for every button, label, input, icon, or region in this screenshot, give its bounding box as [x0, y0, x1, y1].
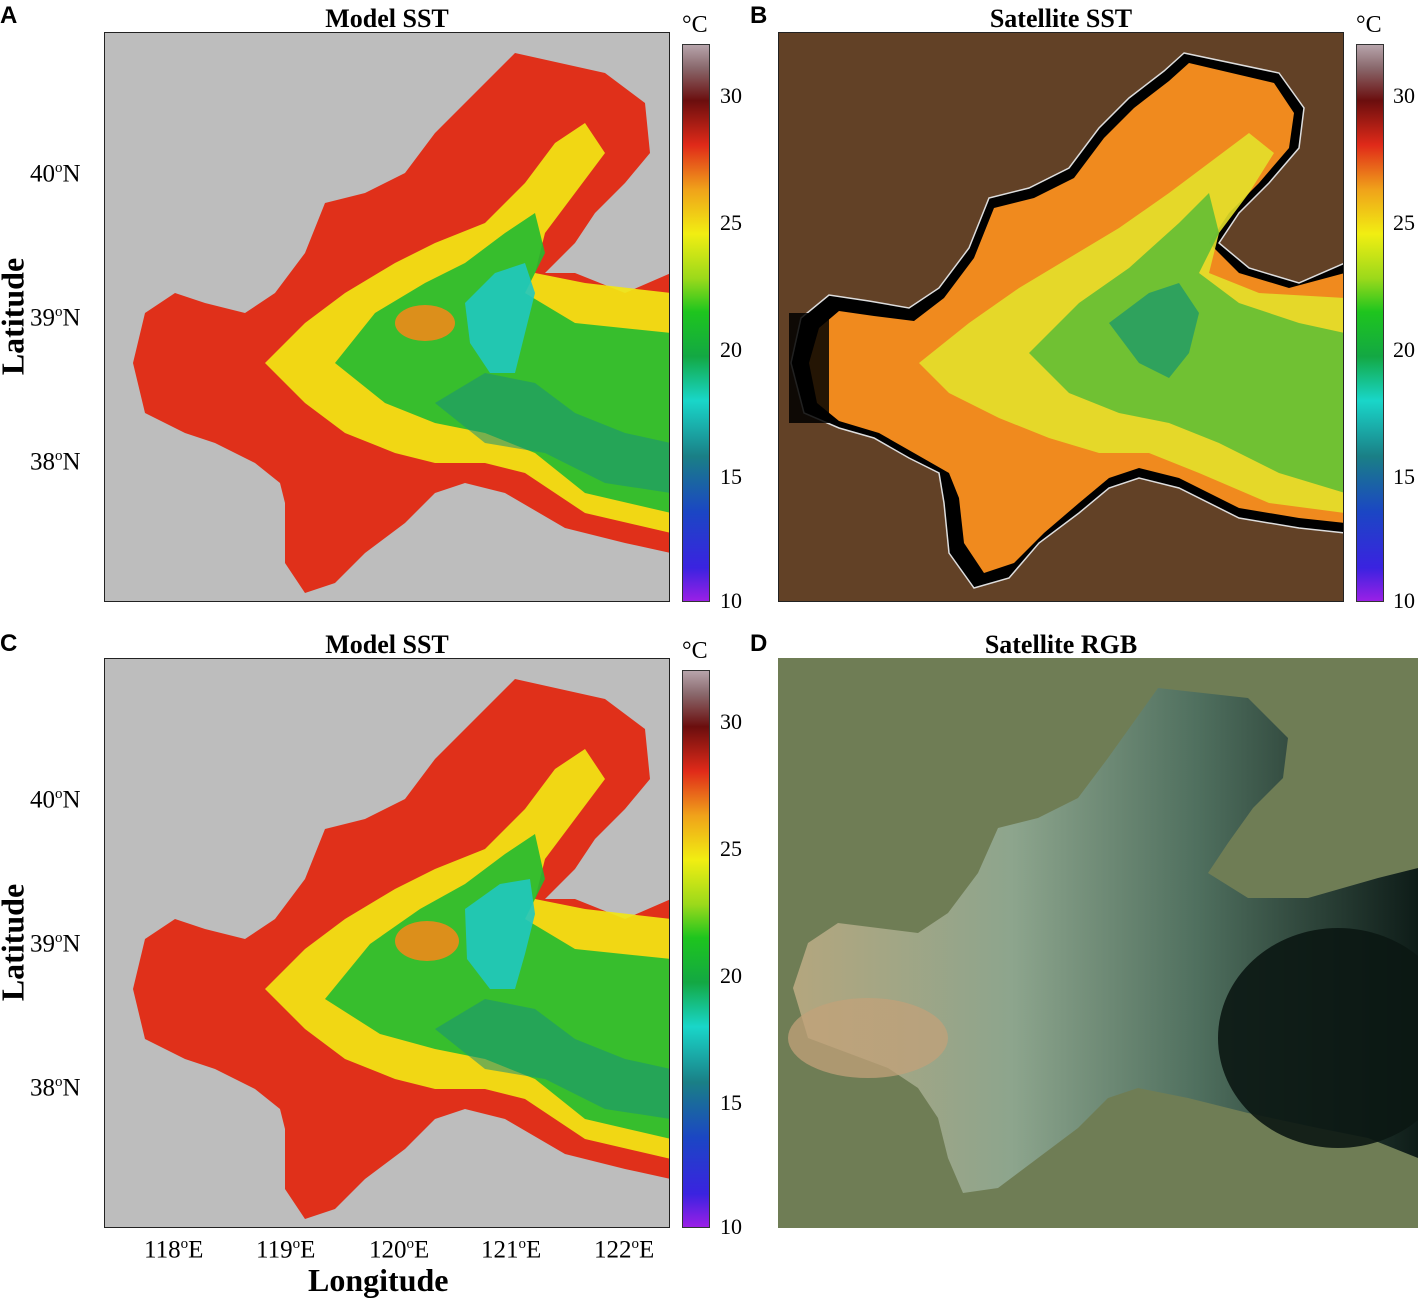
- sat-missing-strip: [789, 313, 829, 423]
- panel-c-title: Model SST: [325, 630, 449, 659]
- colorbar-b: [1356, 44, 1384, 602]
- colorbar-a: [682, 44, 710, 602]
- panel-d-title: Satellite RGB: [984, 630, 1138, 659]
- colorbar-a-tick-15: 15: [720, 464, 742, 489]
- rgb-turbid-plume: [788, 998, 948, 1078]
- panel-a-lat-tick-39: 39oN: [30, 304, 81, 332]
- colorbar-a-tick-25: 25: [720, 210, 742, 235]
- panel-b-letter: B: [750, 2, 768, 29]
- sea-cold-tongue: [465, 879, 535, 989]
- panel-c-lat-tick-39: 39oN: [30, 930, 81, 958]
- colorbar-c: [682, 670, 710, 1228]
- panel-c-lon-tick-122: 122oE: [594, 1236, 655, 1264]
- panel-c-lon-tick-119: 119oE: [256, 1236, 316, 1264]
- panel-a-title: Model SST: [325, 4, 449, 33]
- panel-c-lon-tick-120: 120oE: [369, 1236, 430, 1264]
- panel-d-letter: D: [750, 630, 768, 657]
- warm-spot: [395, 921, 459, 961]
- panel-d-map: [778, 658, 1418, 1228]
- sea-teal: [435, 373, 669, 493]
- colorbar-c-tick-25: 25: [720, 836, 742, 861]
- panel-c-lat-tick-40: 40oN: [30, 786, 81, 814]
- colorbar-a-tick-20: 20: [720, 337, 742, 362]
- colorbar-c-unit: °C: [682, 638, 708, 664]
- sea-cold-tongue: [465, 263, 535, 373]
- panel-a-letter: A: [0, 2, 18, 29]
- panel-c-ylabel: Latitude: [0, 883, 31, 1002]
- panel-c-map: [104, 658, 670, 1228]
- panel-a-lat-tick-38: 38oN: [30, 448, 81, 476]
- sat-sea-teal: [1109, 283, 1199, 378]
- panel-c-lon-tick-118: 118oE: [144, 1236, 204, 1264]
- colorbar-a-tick-10: 10: [720, 588, 742, 613]
- panel-a-lat-tick-40: 40oN: [30, 160, 81, 188]
- colorbar-a-tick-30: 30: [720, 83, 742, 108]
- panel-c-letter: C: [0, 630, 18, 657]
- colorbar-c-tick-30: 30: [720, 709, 742, 734]
- colorbar-b-tick-20: 20: [1393, 337, 1415, 362]
- sea-teal: [435, 999, 669, 1119]
- colorbar-b-tick-30: 30: [1393, 83, 1415, 108]
- panel-a-ylabel: Latitude: [0, 257, 31, 376]
- panel-c-lat-tick-38: 38oN: [30, 1074, 81, 1102]
- colorbar-b-tick-25: 25: [1393, 210, 1415, 235]
- colorbar-c-tick-10: 10: [720, 1214, 742, 1239]
- colorbar-b-tick-15: 15: [1393, 464, 1415, 489]
- panel-b-map: [778, 32, 1344, 602]
- rgb-dark-sea: [1218, 928, 1418, 1148]
- warm-spot: [395, 305, 455, 341]
- panel-c-lon-tick-121: 121oE: [481, 1236, 542, 1264]
- panel-b-title: Satellite SST: [989, 4, 1133, 33]
- colorbar-c-tick-15: 15: [720, 1090, 742, 1115]
- colorbar-b-unit: °C: [1356, 12, 1382, 38]
- panel-a-map: [104, 32, 670, 602]
- colorbar-c-tick-20: 20: [720, 963, 742, 988]
- colorbar-a-unit: °C: [682, 12, 708, 38]
- panel-c-xlabel: Longitude: [308, 1262, 449, 1298]
- colorbar-b-tick-10: 10: [1393, 588, 1415, 613]
